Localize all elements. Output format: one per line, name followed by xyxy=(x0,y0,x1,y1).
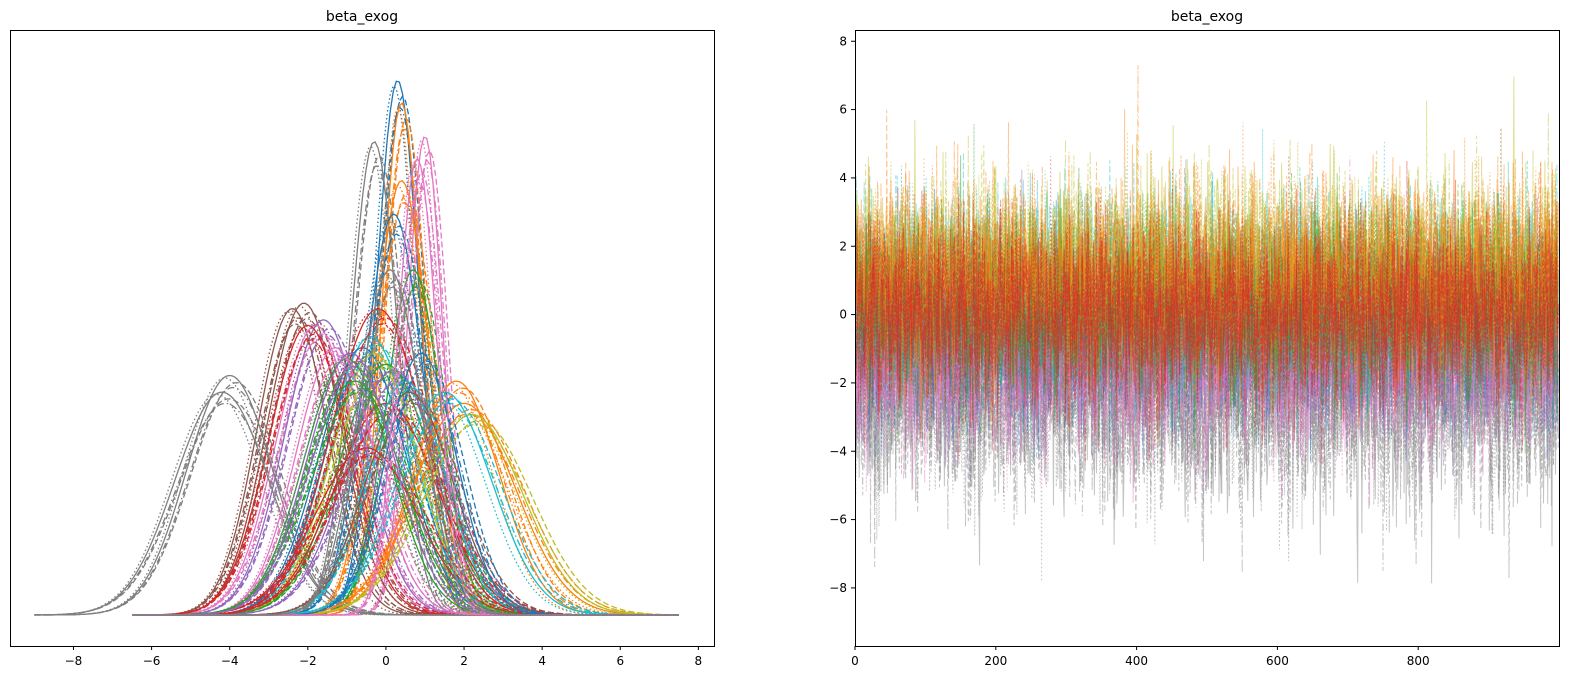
kde-x-tick-label: −8 xyxy=(65,654,83,668)
trace-series-1-solid xyxy=(855,209,1559,474)
kde-series-19-dotted xyxy=(132,371,679,616)
trace-x-tick-label: 600 xyxy=(1266,654,1289,668)
trace-series-1-dashed xyxy=(855,169,1559,470)
kde-title: beta_exog xyxy=(326,9,398,25)
trace-series-5-solid xyxy=(855,76,1559,402)
trace-series-8-dashed xyxy=(855,187,1559,465)
kde-lines xyxy=(34,80,679,616)
trace-series-0-dashdot xyxy=(855,190,1559,573)
trace-series-5-dotted xyxy=(855,131,1559,415)
trace-series-3-dashdot xyxy=(855,155,1559,497)
kde-x-tick-label: 8 xyxy=(695,654,703,668)
trace-series-6-dashdot xyxy=(855,172,1559,452)
kde-x-tick-label: −4 xyxy=(221,654,239,668)
kde-series-18-dotted xyxy=(132,311,679,616)
kde-x-tick-label: 2 xyxy=(460,654,468,668)
trace-panel: beta_exog 0 200 400 600 800 8 6 4 2 0 −2 −4 −6 −8 xyxy=(829,9,1560,668)
trace-series-8-dashdot xyxy=(855,160,1559,461)
kde-x-tick-label: −6 xyxy=(143,654,161,668)
kde-axes-frame xyxy=(10,30,715,647)
trace-lines xyxy=(855,65,1559,584)
kde-series-8-dotted xyxy=(132,305,679,616)
trace-series-2-solid xyxy=(855,188,1559,462)
trace-x-tick-label: 400 xyxy=(1125,654,1148,668)
kde-series-30-dashdot xyxy=(132,392,679,616)
kde-series-16-dotted xyxy=(132,355,679,616)
trace-series-0-dashed xyxy=(855,234,1559,579)
trace-series-7-dashed xyxy=(855,108,1559,428)
kde-series-13-dotted xyxy=(34,393,504,616)
trace-title: beta_exog xyxy=(1171,9,1243,25)
trace-y-tick-label: 4 xyxy=(839,171,847,185)
trace-series-1-dotted xyxy=(855,220,1559,466)
trace-y-tick-label: 0 xyxy=(839,308,847,322)
trace-series-0-dotted xyxy=(855,201,1559,582)
kde-x-tick-label: 0 xyxy=(382,654,390,668)
trace-x-tick-label: 200 xyxy=(984,654,1007,668)
trace-series-2-dotted xyxy=(855,159,1559,460)
trace-axes-frame xyxy=(855,30,1560,647)
trace-series-8-solid xyxy=(855,179,1559,446)
trace-y-tick-label: −6 xyxy=(829,513,847,527)
trace-series-1-dashdot xyxy=(855,223,1559,491)
kde-x-tick-label: −2 xyxy=(299,654,317,668)
kde-panel: beta_exog −8 −6 −4 −2 0 2 4 6 8 xyxy=(10,9,715,668)
kde-x-axis: −8 −6 −4 −2 0 2 4 6 8 xyxy=(65,646,703,668)
trace-series-4-dashed xyxy=(855,152,1559,438)
trace-series-5-dashdot xyxy=(855,100,1559,425)
kde-x-tick-label: 6 xyxy=(616,654,624,668)
trace-y-tick-label: −4 xyxy=(829,444,847,458)
trace-series-4-solid xyxy=(855,172,1559,418)
kde-x-tick-label: 4 xyxy=(538,654,546,668)
trace-y-axis: 8 6 4 2 0 −2 −4 −6 −8 xyxy=(829,34,855,595)
kde-series-17-dotted xyxy=(132,366,679,616)
trace-y-tick-label: 2 xyxy=(839,239,847,253)
trace-y-tick-label: −2 xyxy=(829,376,847,390)
trace-y-tick-label: −8 xyxy=(829,581,847,595)
trace-y-tick-label: 6 xyxy=(839,103,847,117)
trace-series-2-dashdot xyxy=(855,204,1559,462)
trace-series-6-dotted xyxy=(855,124,1559,449)
trace-series-0-solid xyxy=(855,221,1559,584)
kde-series-20-dotted xyxy=(132,404,679,616)
kde-series-20-dashdot xyxy=(132,413,679,616)
trace-x-axis: 0 200 400 600 800 xyxy=(851,646,1430,668)
trace-x-tick-label: 0 xyxy=(851,654,859,668)
trace-series-7-solid xyxy=(855,145,1559,443)
trace-series-8-dotted xyxy=(855,155,1559,452)
kde-series-34-dashdot xyxy=(132,286,679,616)
trace-x-tick-label: 800 xyxy=(1407,654,1430,668)
trace-series-5-dashed xyxy=(855,145,1559,392)
kde-series-26-dotted xyxy=(132,360,679,616)
trace-y-tick-label: 8 xyxy=(839,34,847,48)
trace-series-3-solid xyxy=(855,228,1559,506)
trace-series-7-dashdot xyxy=(855,65,1559,433)
trace-series-3-dashed xyxy=(855,196,1559,490)
kde-series-32-dotted xyxy=(132,355,679,616)
trace-series-6-solid xyxy=(855,155,1559,454)
